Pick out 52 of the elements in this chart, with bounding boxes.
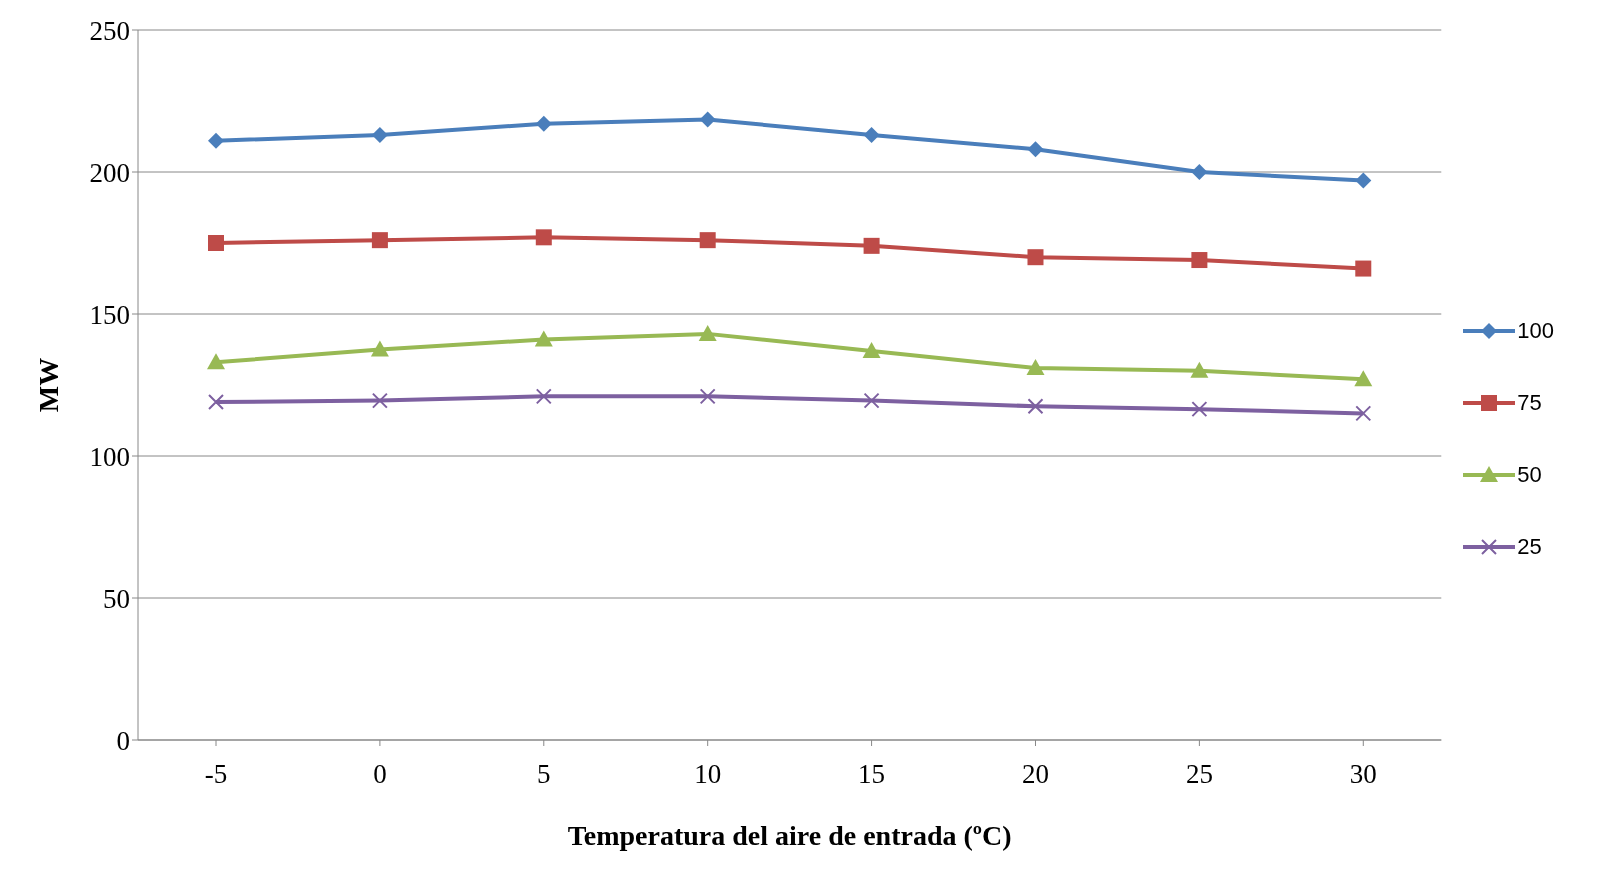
x-tick-label: 10 — [694, 759, 722, 790]
point — [208, 132, 224, 149]
point — [863, 237, 880, 254]
point — [1355, 260, 1372, 277]
y-tick-label: 200 — [89, 157, 130, 188]
point — [1027, 398, 1044, 415]
point — [863, 392, 880, 409]
point — [1027, 141, 1044, 158]
point — [535, 388, 552, 405]
point — [863, 127, 880, 144]
point — [1355, 172, 1372, 189]
y-tick-label: 150 — [89, 299, 130, 330]
point — [1027, 249, 1044, 266]
point — [862, 341, 881, 358]
x-tick-label: 20 — [1021, 759, 1049, 790]
point — [1191, 164, 1208, 180]
point — [207, 353, 225, 370]
y-tick-label: 250 — [89, 15, 130, 46]
point — [1354, 370, 1373, 387]
point — [698, 324, 717, 341]
y-tick-label: 100 — [89, 441, 130, 472]
x-axis-title: Temperatura del aire de entrada (ºC) — [567, 820, 1012, 851]
x-tick-label: -5 — [204, 759, 228, 790]
point — [208, 235, 224, 251]
y-tick-label: 0 — [116, 725, 130, 756]
y-axis-title: MW — [32, 357, 64, 413]
point — [371, 127, 388, 144]
legend-label: 25 — [1517, 534, 1542, 560]
point — [370, 340, 389, 357]
point — [535, 229, 552, 246]
x-tick-label: 30 — [1349, 759, 1377, 790]
x-tick-label: 25 — [1185, 759, 1213, 790]
legend-label: 50 — [1517, 462, 1542, 488]
point — [699, 388, 716, 405]
point — [699, 111, 716, 128]
point — [1190, 361, 1209, 378]
point — [699, 232, 716, 249]
point — [1191, 252, 1208, 269]
point — [1355, 405, 1372, 422]
x-tick-label: 0 — [373, 759, 387, 790]
y-tick-label: 50 — [103, 583, 130, 614]
point — [371, 392, 388, 409]
point — [208, 394, 224, 411]
point — [371, 232, 388, 249]
x-tick-label: 15 — [858, 759, 886, 790]
legend-label: 100 — [1517, 318, 1554, 344]
x-tick-label: 5 — [537, 759, 551, 790]
point — [1026, 358, 1045, 375]
point — [535, 115, 552, 132]
point — [534, 330, 553, 347]
point — [1191, 401, 1208, 418]
legend-label: 75 — [1517, 390, 1542, 416]
